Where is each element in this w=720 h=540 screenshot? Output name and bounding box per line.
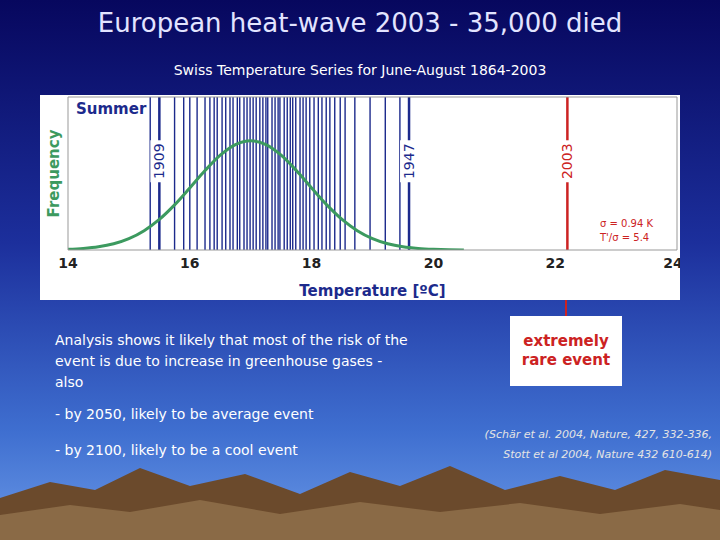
svg-text:16: 16	[180, 255, 199, 271]
html-text:Swiss Temperature Series for J: Swiss Temperature Series for June-August…	[173, 62, 547, 78]
svg-text:Temperature [ºC]: Temperature [ºC]	[299, 282, 445, 300]
svg-text:14: 14	[58, 255, 78, 271]
html-text:extremely rare event: extremely rare event	[521, 332, 611, 369]
svg-text:2003: 2003	[559, 143, 575, 179]
svg-text:Frequency: Frequency	[45, 129, 63, 217]
html-text:Summer: Summer	[76, 100, 147, 118]
svg-text:1909: 1909	[151, 143, 167, 179]
html-text:Stott et al 2004, Nature 432 6: Stott et al 2004, Nature 432 610-614)	[503, 448, 712, 461]
html-text:- by 2100, likely to be a cool: - by 2100, likely to be a cool event	[55, 442, 298, 458]
svg-text:20: 20	[424, 255, 444, 271]
svg-text:18: 18	[302, 255, 321, 271]
html-text:Analysis shows it likely that: Analysis shows it likely that most of th…	[55, 332, 408, 390]
html-text:- by 2050, likely to be averag: - by 2050, likely to be average event	[55, 406, 314, 422]
svg-text:22: 22	[545, 255, 564, 271]
html-text:σ = 0.94 K: σ = 0.94 K	[600, 218, 654, 229]
html-text:(Schär et al. 2004, Nature, 42: (Schär et al. 2004, Nature, 427, 332-336…	[484, 428, 712, 441]
svg-text:1947: 1947	[401, 143, 417, 179]
html-text:T'/σ = 5.4: T'/σ = 5.4	[600, 232, 650, 243]
svg-text:24: 24	[663, 255, 680, 271]
html-text:European heat-wave 2003 - 35,0: European heat-wave 2003 - 35,000 died	[97, 8, 623, 38]
